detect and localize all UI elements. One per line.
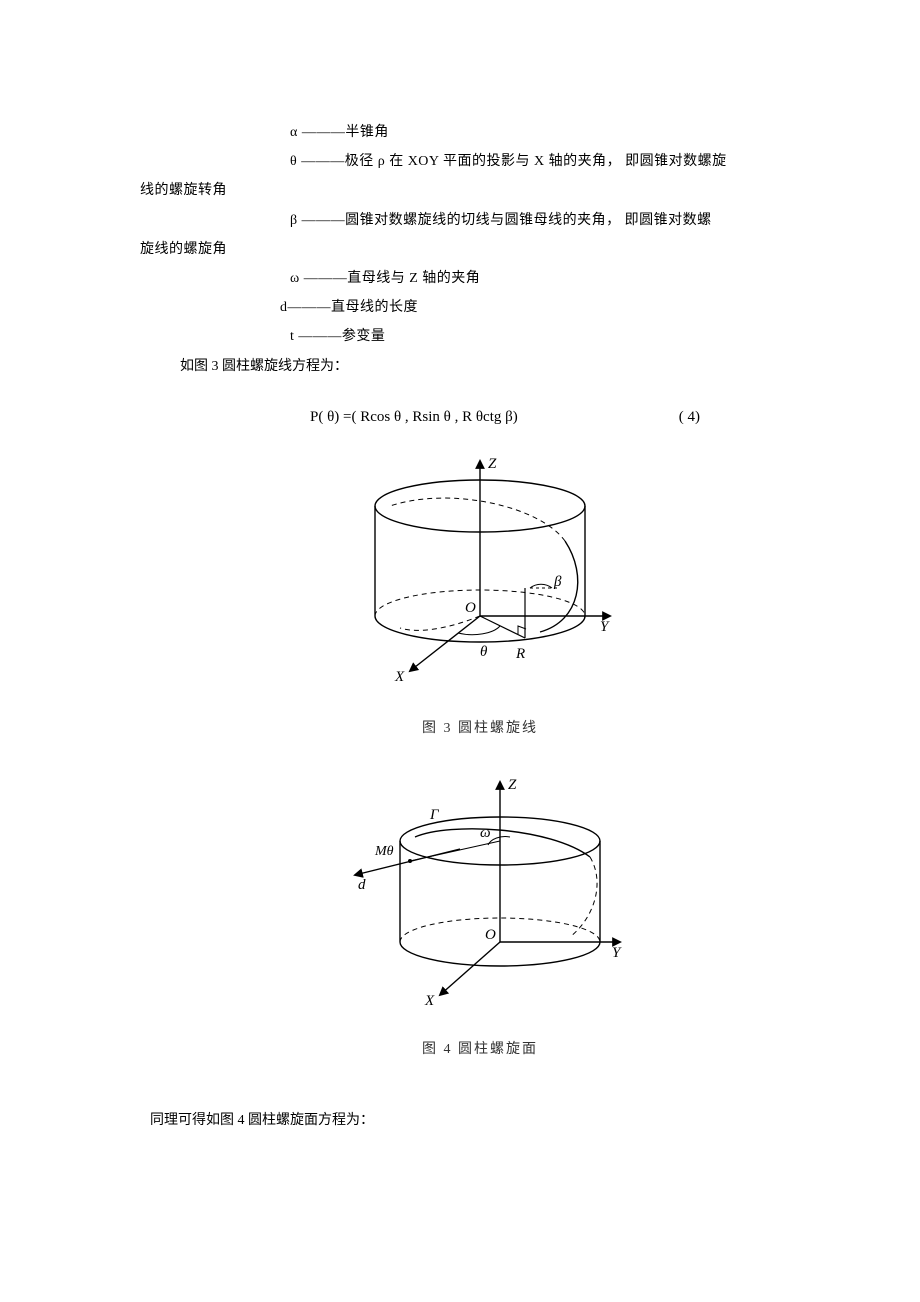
equation-body: P( θ) =( Rcos θ , Rsin θ , R θctg β) bbox=[300, 409, 640, 426]
figure-4: Z Γ Mθ d ω O bbox=[140, 767, 820, 1058]
fig3-label-R: R bbox=[515, 646, 525, 662]
figure-3: Z O Y X bbox=[140, 446, 820, 737]
def-t: t ———参变量 bbox=[140, 324, 820, 349]
figure-3-caption: 图 3 圆柱螺旋线 bbox=[140, 717, 820, 737]
fig3-label-Z: Z bbox=[488, 456, 497, 472]
fig4-label-d: d bbox=[358, 877, 366, 893]
figure-3-svg: Z O Y X bbox=[330, 446, 630, 706]
def-theta-cont: 线的螺旋转角 bbox=[140, 178, 820, 203]
fig3-label-X: X bbox=[394, 669, 405, 685]
def-beta: β ———圆锥对数螺旋线的切线与圆锥母线的夹角， 即圆锥对数螺 bbox=[140, 208, 820, 233]
fig4-label-Y: Y bbox=[612, 945, 622, 961]
def-beta-cont: 旋线的螺旋角 bbox=[140, 237, 820, 262]
fig4-label-X: X bbox=[424, 993, 435, 1009]
fig3-label-O: O bbox=[465, 600, 476, 616]
fig3-label-theta: θ bbox=[480, 644, 488, 660]
def-omega: ω ———直母线与 Z 轴的夹角 bbox=[140, 266, 820, 291]
equation-4: P( θ) =( Rcos θ , Rsin θ , R θctg β) ( 4… bbox=[140, 409, 820, 426]
fig3-label-beta: β bbox=[553, 574, 562, 590]
def-d: d———直母线的长度 bbox=[140, 295, 820, 320]
fig4-label-Gamma: Γ bbox=[429, 807, 440, 823]
def-theta: θ ———极径 ρ 在 XOY 平面的投影与 X 轴的夹角， 即圆锥对数螺旋 bbox=[140, 149, 820, 174]
def-alpha: α ———半锥角 bbox=[140, 120, 820, 145]
figure-4-caption: 图 4 圆柱螺旋面 bbox=[140, 1038, 820, 1058]
page: α ———半锥角 θ ———极径 ρ 在 XOY 平面的投影与 X 轴的夹角， … bbox=[0, 0, 920, 1197]
fig4-label-O: O bbox=[485, 927, 496, 943]
equation-number: ( 4) bbox=[640, 409, 700, 426]
fig4-label-Z: Z bbox=[508, 777, 517, 793]
fig3-label-Y: Y bbox=[600, 619, 610, 635]
fig4-label-Md: Mθ bbox=[374, 844, 394, 859]
figure-4-svg: Z Γ Mθ d ω O bbox=[320, 767, 640, 1027]
para-fig4-intro: 同理可得如图 4 圆柱螺旋面方程为： bbox=[140, 1108, 820, 1133]
fig4-label-omega: ω bbox=[480, 825, 491, 841]
para-fig3-intro: 如图 3 圆柱螺旋线方程为： bbox=[140, 354, 820, 379]
